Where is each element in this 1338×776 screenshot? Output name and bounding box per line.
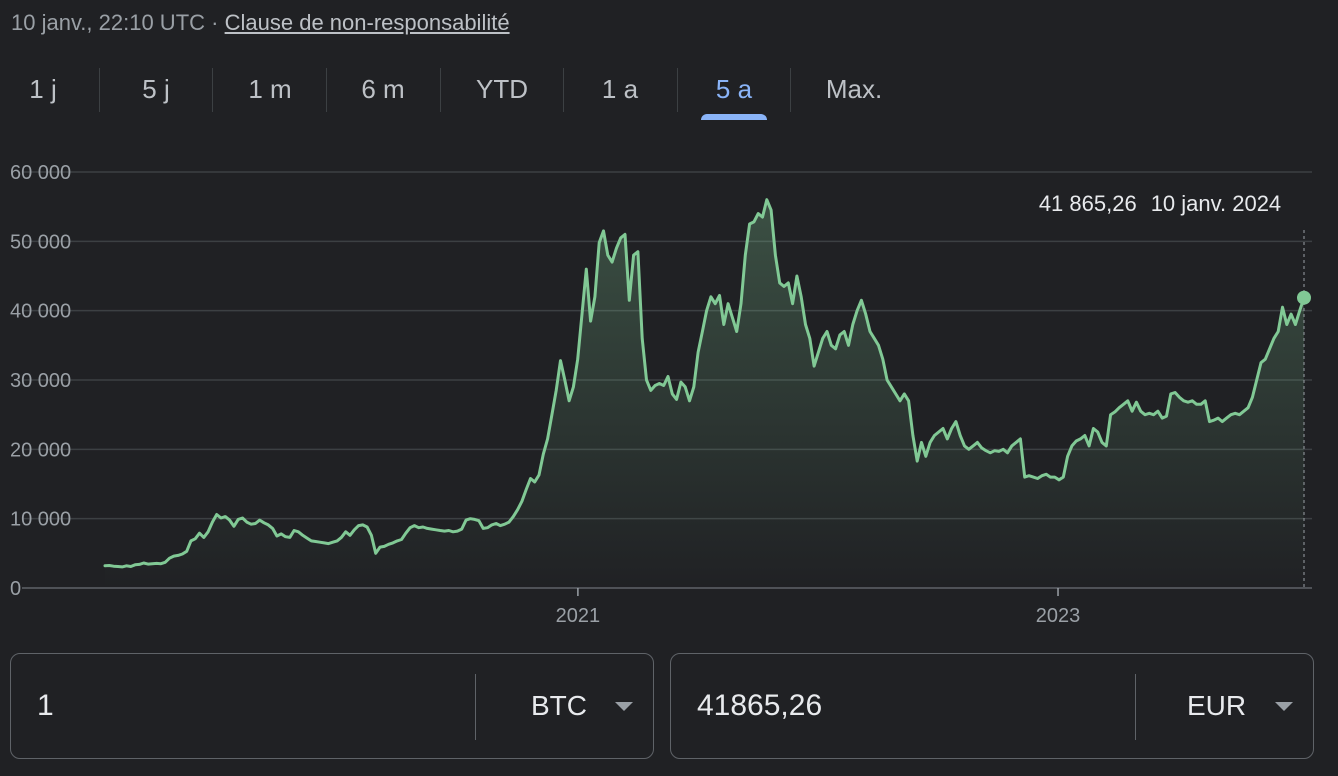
- header: 10 janv., 22:10 UTC · Clause de non-resp…: [11, 10, 510, 36]
- range-tabs: 1 j 5 j 1 m 6 m YTD 1 a 5 a Max.: [0, 66, 920, 120]
- price-tooltip: 41 865,26 10 janv. 2024: [1015, 178, 1305, 230]
- tab-divider: [326, 68, 327, 112]
- active-tab-indicator: [701, 114, 767, 120]
- tab-divider: [99, 68, 100, 112]
- tab-1-day[interactable]: 1 j: [29, 74, 57, 104]
- from-amount-input[interactable]: 1: [37, 689, 54, 722]
- x-tick-label: 2021: [556, 605, 601, 627]
- tab-divider: [212, 68, 213, 112]
- y-tick-label: 30 000: [10, 370, 71, 392]
- converter-divider: [1135, 674, 1136, 740]
- tab-divider: [563, 68, 564, 112]
- tab-max[interactable]: Max.: [825, 74, 883, 104]
- tab-5-days[interactable]: 5 j: [142, 74, 170, 104]
- tab-1-month[interactable]: 1 m: [248, 74, 292, 104]
- tooltip-date: 10 janv. 2024: [1150, 191, 1282, 216]
- separator: ·: [211, 10, 219, 35]
- y-axis: 0 10 000 20 000 30 000 40 000 50 000 60 000: [10, 162, 71, 600]
- to-amount-input[interactable]: 41865,26: [697, 689, 823, 722]
- to-currency-select[interactable]: EUR: [1187, 690, 1247, 721]
- x-tick-label: 2023: [1036, 605, 1081, 627]
- price-line: [103, 198, 1306, 569]
- y-tick-label: 20 000: [10, 439, 71, 461]
- tab-ytd[interactable]: YTD: [476, 74, 528, 104]
- tab-5-years[interactable]: 5 a: [695, 66, 773, 120]
- y-tick-label: 40 000: [10, 301, 71, 323]
- price-chart[interactable]: 0 10 000 20 000 30 000 40 000 50 000 60 000 20…: [0, 150, 1338, 640]
- tab-divider: [440, 68, 441, 112]
- from-currency-box: 1 BTC: [10, 653, 654, 759]
- chevron-down-icon[interactable]: [615, 702, 633, 711]
- to-currency-box: 41865,26 EUR: [670, 653, 1314, 759]
- tab-divider: [790, 68, 791, 112]
- y-tick-label: 50 000: [10, 231, 71, 253]
- timestamp: 10 janv., 22:10 UTC: [11, 10, 206, 35]
- tab-6-months[interactable]: 6 m: [361, 74, 405, 104]
- tab-1-year[interactable]: 1 a: [601, 74, 639, 104]
- converter-divider: [475, 674, 476, 740]
- price-area: [105, 199, 1304, 588]
- current-price-point[interactable]: [1297, 290, 1311, 305]
- from-currency-select[interactable]: BTC: [531, 690, 587, 721]
- y-tick-label: 60 000: [10, 162, 71, 184]
- chevron-down-icon[interactable]: [1275, 702, 1293, 711]
- y-tick-label: 10 000: [10, 509, 71, 531]
- y-tick-label: 0: [10, 578, 21, 600]
- tooltip-value: 41 865,26: [1038, 191, 1137, 216]
- tab-divider: [677, 68, 678, 112]
- x-axis: 2021 2023: [556, 588, 1081, 627]
- disclaimer-link[interactable]: Clause de non-responsabilité: [224, 10, 510, 35]
